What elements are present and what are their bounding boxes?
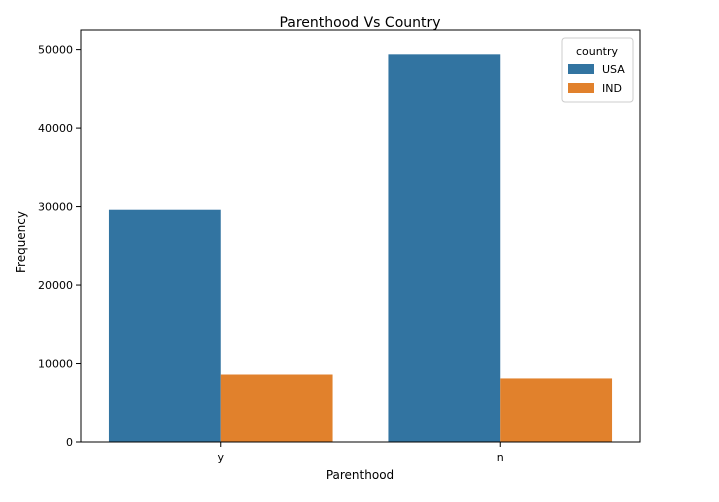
- bar-usa-y: [108, 209, 221, 442]
- plot-area: 0 10000 20000 30000 40000 50000 y n: [38, 44, 613, 464]
- x-tick-label: n: [497, 451, 504, 464]
- chart-title: Parenthood Vs Country: [279, 15, 440, 31]
- y-tick-label: 40000: [38, 122, 73, 135]
- x-axis-label: Parenthood: [326, 468, 394, 482]
- y-axis-label: Frequency: [14, 211, 28, 273]
- plot-frame: [80, 29, 641, 443]
- bar-ind-n: [500, 378, 613, 442]
- legend-title: country: [576, 45, 619, 58]
- x-tick-label: y: [217, 451, 224, 464]
- y-tick-label: 30000: [38, 201, 73, 214]
- legend-label-ind: IND: [602, 82, 622, 95]
- bar-usa-n: [388, 54, 501, 443]
- bar-ind-y: [220, 374, 333, 442]
- y-tick-label: 20000: [38, 279, 73, 292]
- legend-swatch-usa: [568, 64, 594, 74]
- legend: country USA IND: [561, 37, 634, 103]
- legend-swatch-ind: [568, 83, 594, 93]
- legend-label-usa: USA: [602, 63, 625, 76]
- y-tick-label: 50000: [38, 44, 73, 57]
- y-tick-label: 10000: [38, 358, 73, 371]
- y-tick-label: 0: [66, 436, 73, 449]
